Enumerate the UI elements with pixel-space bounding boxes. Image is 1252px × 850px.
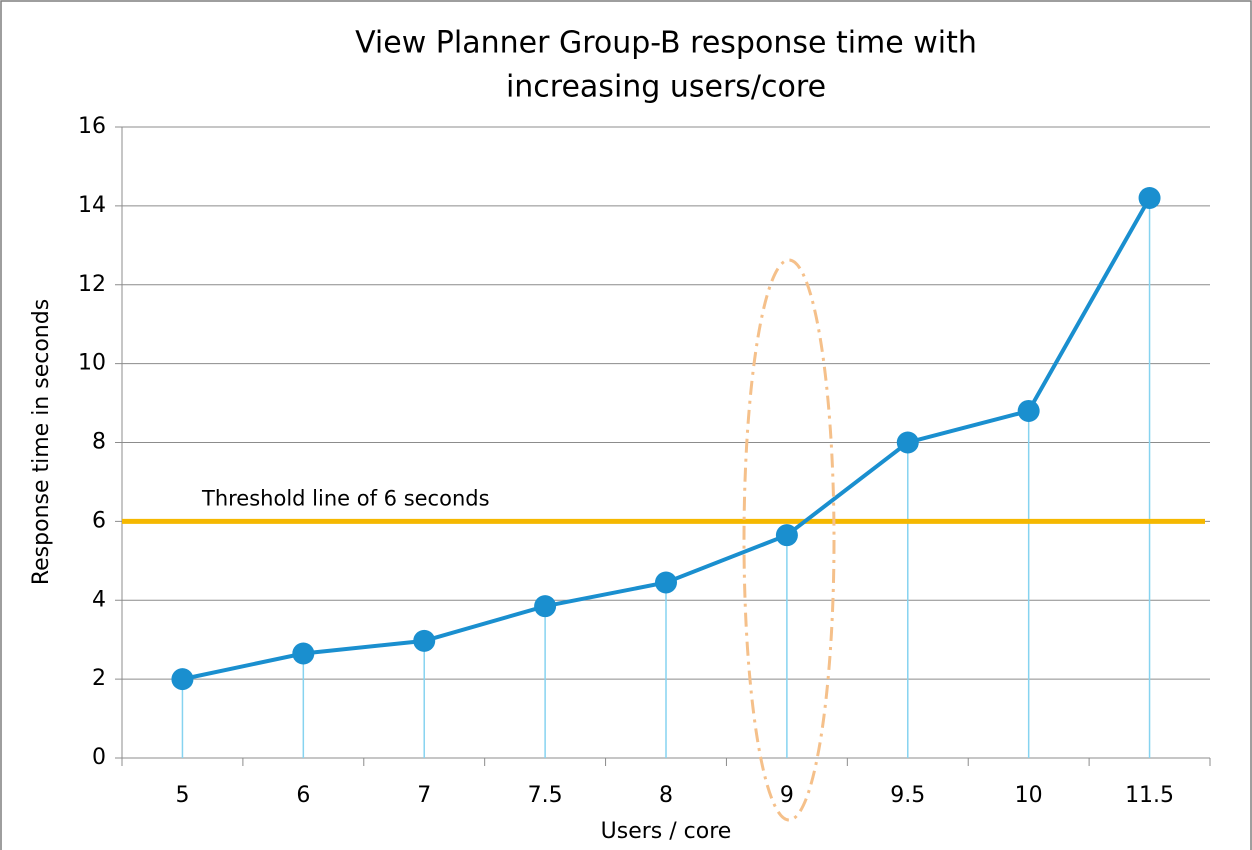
x-tick-label: 9.5 [890, 783, 925, 808]
chart-title-line: View Planner Group-B response time with [355, 26, 977, 61]
y-tick-label: 16 [78, 114, 106, 139]
x-tick-label: 6 [296, 783, 310, 808]
threshold-label: Threshold line of 6 seconds [201, 486, 490, 510]
data-point [413, 629, 436, 652]
data-point [292, 642, 315, 665]
y-tick-label: 12 [78, 272, 106, 297]
data-point [534, 595, 557, 618]
data-point [896, 431, 919, 454]
y-tick-label: 0 [92, 745, 106, 770]
y-tick-label: 10 [78, 351, 106, 376]
x-tick-label: 10 [1015, 783, 1043, 808]
data-point [171, 668, 194, 691]
highlight-ellipse [742, 258, 836, 822]
chart-title-line: increasing users/core [506, 70, 826, 105]
data-point [655, 571, 677, 594]
x-tick-label: 11.5 [1125, 783, 1174, 808]
data-point [1017, 399, 1040, 422]
y-axis-label: Response time in seconds [29, 299, 54, 585]
x-tick-label: 8 [659, 783, 673, 808]
data-point [775, 524, 798, 547]
x-tick-label: 7 [417, 783, 431, 808]
y-tick-label: 14 [78, 193, 106, 218]
data-point [1138, 186, 1161, 209]
y-tick-label: 4 [92, 587, 106, 612]
x-tick-label: 9 [780, 783, 794, 808]
x-axis-label: Users / core [601, 819, 732, 844]
x-tick-label: 5 [175, 783, 189, 808]
y-tick-label: 6 [92, 508, 106, 533]
y-tick-label: 2 [92, 666, 106, 691]
x-tick-label: 7.5 [528, 783, 563, 808]
y-tick-label: 8 [92, 430, 106, 455]
